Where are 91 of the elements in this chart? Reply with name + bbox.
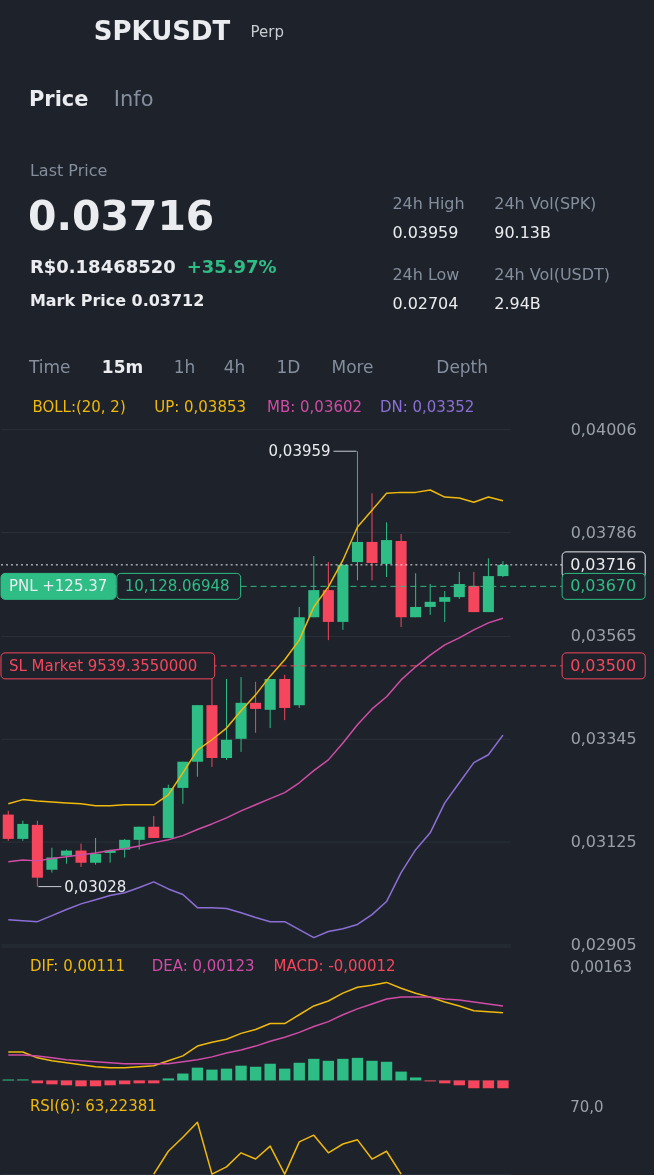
- candlestick: [17, 820, 29, 842]
- text: Time: [27, 357, 71, 378]
- text: RSI(6): 63,22381: [29, 1097, 157, 1116]
- text: 70,0: [570, 1098, 604, 1117]
- bar: [177, 1073, 189, 1081]
- bar: [351, 1057, 364, 1081]
- bar: [337, 1058, 349, 1081]
- bar: [264, 1063, 276, 1081]
- text: UP: 0,03853: [154, 398, 246, 417]
- bar: [191, 1067, 204, 1081]
- text: 4h: [223, 357, 246, 378]
- bar: [279, 1068, 291, 1081]
- candlestick: [366, 492, 378, 581]
- bar: [308, 1058, 320, 1081]
- bar: [89, 1080, 102, 1087]
- text: 1h: [173, 357, 196, 378]
- line-series: [7, 734, 504, 939]
- candlestick: [90, 837, 102, 866]
- bar: [104, 1080, 116, 1086]
- text: 24h Low: [392, 265, 460, 285]
- y-tick-label: 0,03125: [570, 831, 637, 851]
- text: 0.02704: [392, 294, 459, 314]
- bar: [497, 1080, 509, 1089]
- ref-line-label: 0,03716: [570, 554, 637, 574]
- bar: [60, 1080, 73, 1086]
- text: 15m: [101, 357, 144, 378]
- candlestick: [439, 590, 451, 623]
- bar: [118, 1080, 131, 1085]
- text: 24h High: [392, 193, 465, 213]
- text: 2.94B: [494, 294, 541, 314]
- text: Last Price: [29, 160, 108, 180]
- text: DN: 0,03352: [379, 398, 475, 417]
- bar: [409, 1077, 422, 1081]
- text: Perp: [250, 22, 284, 41]
- ref-line-label: 0,03670: [570, 576, 637, 596]
- text: SPKUSDT: [93, 15, 231, 46]
- text: Depth: [436, 357, 489, 378]
- text: 0.03959: [392, 222, 459, 242]
- bar: [46, 1080, 58, 1085]
- text: 0,00163: [570, 958, 633, 977]
- annotation: 0,03959: [268, 442, 331, 461]
- bar: [235, 1065, 247, 1081]
- text: DEA: 0,00123: [151, 957, 255, 976]
- y-tick-label: 0,03345: [570, 728, 637, 748]
- ref-line-label: 0,03500: [570, 655, 637, 675]
- text: DIF: 0,00111: [29, 957, 126, 976]
- candlestick: [351, 450, 363, 581]
- text: 1D: [276, 357, 301, 378]
- text: More: [331, 357, 374, 378]
- text: MACD: -0,00012: [273, 957, 396, 976]
- y-tick-label: 0,02905: [570, 934, 637, 954]
- text: R$0.18468520: [29, 256, 176, 278]
- annotation: PNL +125.37: [8, 577, 108, 596]
- bar: [75, 1080, 87, 1087]
- bar: [148, 1080, 160, 1084]
- bar: [366, 1060, 378, 1081]
- text: Info: [113, 86, 154, 111]
- text: Price: [28, 86, 89, 111]
- y-tick-label: 0,03786: [570, 522, 637, 542]
- bar: [468, 1080, 480, 1089]
- text: +35.97%: [186, 256, 277, 278]
- annotation: 0,03028: [64, 877, 127, 896]
- candlestick: [220, 678, 233, 761]
- bar: [220, 1068, 233, 1081]
- text: MB: 0,03602: [267, 398, 362, 417]
- line-series: [7, 489, 504, 807]
- y-tick-label: 0,03565: [570, 625, 637, 645]
- bar: [380, 1061, 393, 1081]
- candlestick: [148, 815, 160, 839]
- candlestick: [75, 843, 87, 868]
- text: 0.03716: [27, 191, 215, 240]
- text: 24h Vol(SPK): [494, 193, 597, 213]
- text: 90.13B: [494, 222, 551, 242]
- bar: [249, 1066, 262, 1081]
- bar: [293, 1062, 305, 1081]
- text: 24h Vol(USDT): [494, 265, 610, 285]
- bar: [482, 1080, 495, 1089]
- bar: [322, 1060, 335, 1081]
- bar: [206, 1069, 218, 1081]
- annotation: SL Market 9539.3550000: [8, 656, 198, 675]
- bar: [439, 1080, 451, 1084]
- bar: [395, 1071, 407, 1081]
- bar: [133, 1080, 145, 1084]
- annotation: 10,128.06948: [124, 577, 230, 596]
- legend-title: BOLL:(20, 2): [32, 398, 126, 417]
- y-tick-label: 0,04006: [570, 419, 637, 439]
- bar: [31, 1080, 44, 1084]
- candlestick: [381, 521, 393, 578]
- candlestick: [250, 681, 262, 734]
- bar: [453, 1080, 465, 1086]
- text: Mark Price 0.03712: [29, 291, 205, 311]
